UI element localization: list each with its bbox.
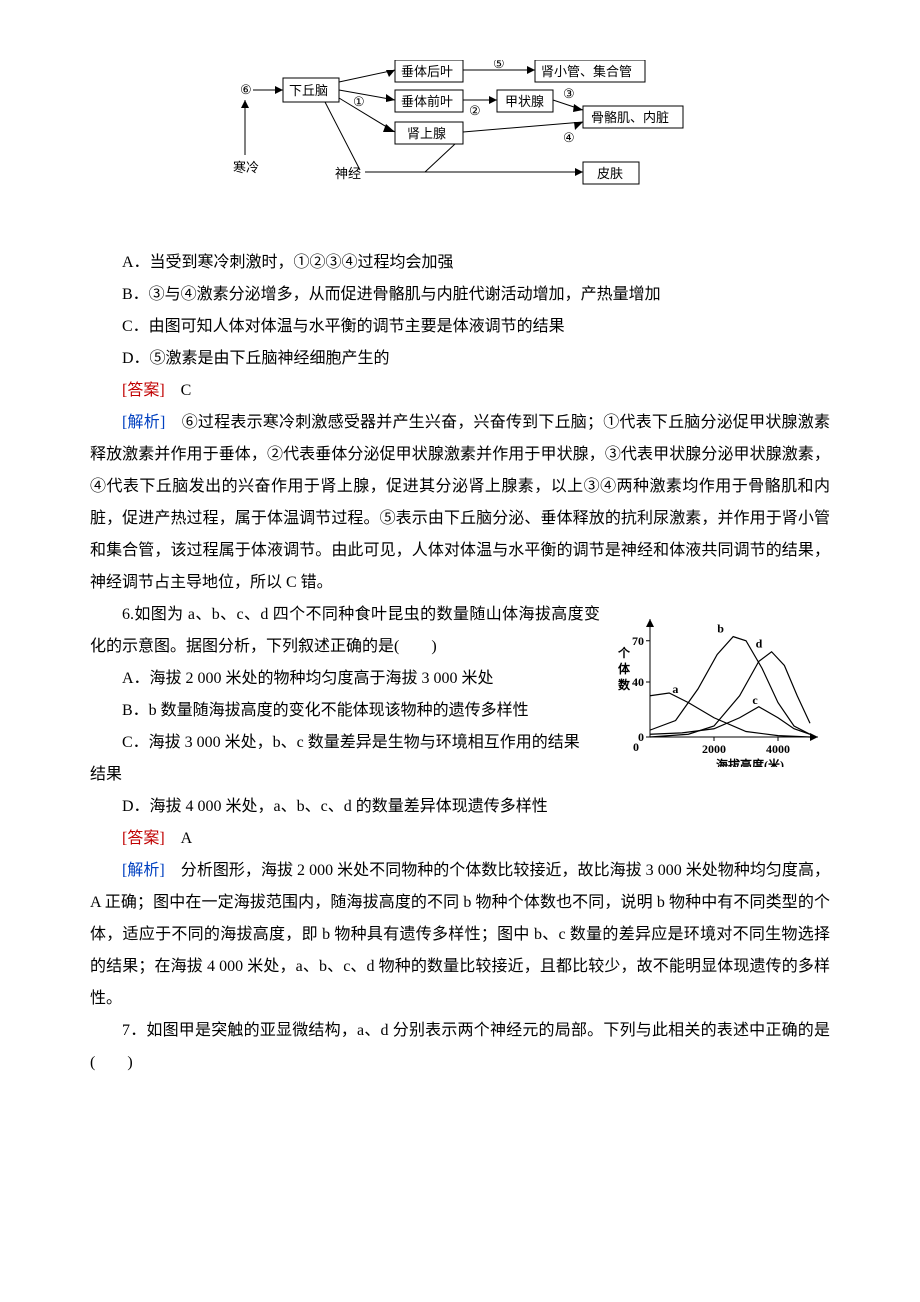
explain-label: [解析] [122,862,165,879]
q5-option-b: B．③与④激素分泌增多，从而促进骨骼肌与内脏代谢活动增加，产热量增加 [90,279,830,311]
label-circ4: ④ [563,130,575,145]
svg-text:个: 个 [617,645,631,660]
label-nerve: 神经 [335,166,361,181]
svg-text:40: 40 [632,675,644,689]
svg-text:数: 数 [618,677,631,692]
svg-text:海拔高度(米): 海拔高度(米) [716,757,784,767]
svg-text:体: 体 [618,661,631,676]
svg-text:0: 0 [633,740,639,754]
svg-text:c: c [752,693,758,707]
q6-block: 6.如图为 a、b、c、d 四个不同种食叶昆虫的数量随山体海拔高度变化的示意图。… [90,599,830,759]
q5-explain-text: ⑥过程表示寒冷刺激感受器并产生兴奋，兴奋传到下丘脑；①代表下丘脑分泌促甲状腺激素… [90,414,830,591]
label-circ2: ② [469,103,481,118]
q6-option-a: A．海拔 2 000 米处的物种均匀度高于海拔 3 000 米处 [90,663,600,695]
label-hypothalamus: 下丘脑 [289,83,328,98]
q5-option-d: D．⑤激素是由下丘脑神经细胞产生的 [90,343,830,375]
q5-diagram-container: ⑥ 下丘脑 寒冷 ① 神经 垂体后叶 垂体前叶 肾上腺 [90,60,830,227]
q5-explanation: [解析] ⑥过程表示寒冷刺激感受器并产生兴奋，兴奋传到下丘脑；①代表下丘脑分泌促… [90,407,830,599]
q7-stem: 7．如图甲是突触的亚显微结构，a、d 分别表示两个神经元的局部。下列与此相关的表… [90,1015,830,1079]
q6-explain-text: 分析图形，海拔 2 000 米处不同物种的个体数比较接近，故比海拔 3 000 … [90,862,830,1007]
q6-option-b: B．b 数量随海拔高度的变化不能体现该物种的遗传多样性 [90,695,600,727]
explain-label: [解析] [122,414,165,431]
q6-answer-line: [答案] A [90,823,830,855]
svg-text:2000: 2000 [702,742,726,756]
svg-text:a: a [672,682,678,696]
label-circ5: ⑤ [493,60,505,71]
svg-text:70: 70 [632,634,644,648]
svg-text:b: b [717,622,724,636]
svg-text:4000: 4000 [766,742,790,756]
label-circ1: ① [353,94,365,109]
label-thyroid: 甲状腺 [505,94,544,109]
label-cold: 寒冷 [233,160,259,175]
svg-text:d: d [756,637,763,651]
label-kidney: 肾小管、集合管 [541,64,632,79]
q6-chart: 04070200040000个体数海拔高度(米)abcd [610,607,830,767]
q5-answer: C [165,382,192,399]
label-adrenal: 肾上腺 [407,126,446,141]
hypothalamus-diagram: ⑥ 下丘脑 寒冷 ① 神经 垂体后叶 垂体前叶 肾上腺 [225,60,695,215]
label-circ6: ⑥ [240,82,252,97]
q6-explanation: [解析] 分析图形，海拔 2 000 米处不同物种的个体数比较接近，故比海拔 3… [90,855,830,1015]
q5-option-a: A．当受到寒冷刺激时，①②③④过程均会加强 [90,247,830,279]
q6-option-c: C．海拔 3 000 米处，b、c 数量差异是生物与环境相互作用的结果 [90,727,600,759]
label-circ3: ③ [563,86,575,101]
label-pituitary-post: 垂体后叶 [401,64,453,79]
answer-label: [答案] [122,830,165,847]
q6-option-d: D．海拔 4 000 米处，a、b、c、d 的数量差异体现遗传多样性 [90,791,830,823]
q5-option-c: C．由图可知人体对体温与水平衡的调节主要是体液调节的结果 [90,311,830,343]
q6-answer: A [165,830,193,847]
answer-label: [答案] [122,382,165,399]
label-skin: 皮肤 [597,166,623,181]
q5-answer-line: [答案] C [90,375,830,407]
label-skeletal: 骨骼肌、内脏 [591,110,669,125]
label-pituitary-ant: 垂体前叶 [401,94,453,109]
q6-stem: 6.如图为 a、b、c、d 四个不同种食叶昆虫的数量随山体海拔高度变化的示意图。… [90,599,600,663]
